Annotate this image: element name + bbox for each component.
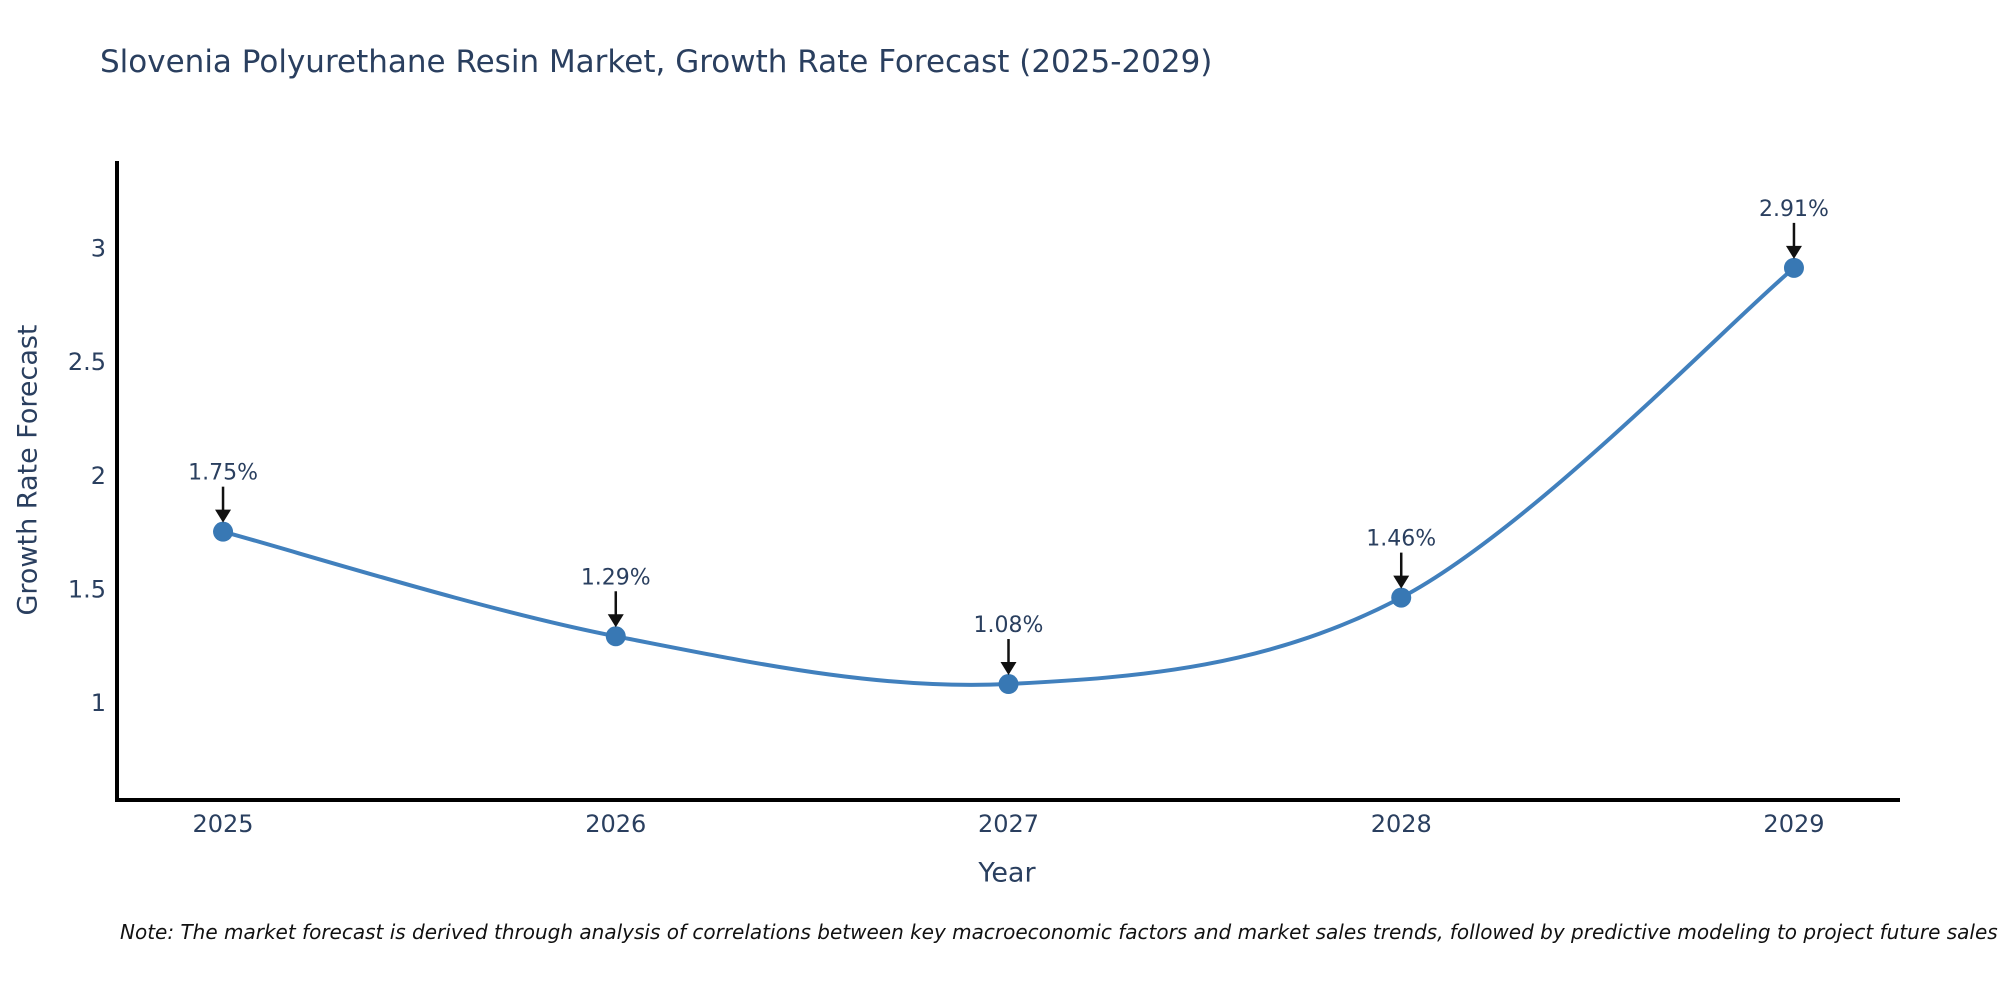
data-point-label: 1.46% <box>1366 527 1436 552</box>
x-tick-label: 2026 <box>585 810 646 838</box>
y-tick-label: 3 <box>91 234 106 262</box>
data-point-marker <box>998 674 1019 695</box>
x-tick-label: 2029 <box>1763 810 1824 838</box>
y-tick-label: 2 <box>91 462 106 490</box>
footnote: Note: The market forecast is derived thr… <box>120 920 1998 944</box>
annotation-arrowhead <box>1000 662 1017 676</box>
data-point-marker <box>213 521 234 542</box>
data-point-marker <box>605 626 626 647</box>
data-point-label: 1.29% <box>581 565 651 590</box>
annotation-arrowhead <box>1785 245 1802 259</box>
x-tick-label: 2028 <box>1371 810 1432 838</box>
x-axis-title: Year <box>978 857 1036 889</box>
annotation-arrowhead <box>215 509 232 523</box>
y-tick-label: 1 <box>91 689 106 717</box>
x-tick-label: 2027 <box>978 810 1039 838</box>
data-point-marker <box>1783 257 1804 278</box>
chart-title: Slovenia Polyurethane Resin Market, Grow… <box>100 44 1213 80</box>
annotation-arrowhead <box>1393 575 1410 589</box>
data-point-marker <box>1391 587 1412 608</box>
series-layer: 1 1.5 2 2.5 3 2025 2026 2027 2028 2029 1.75% 1.29% 1… <box>68 197 1829 838</box>
axes <box>115 161 1900 802</box>
annotation-arrowhead <box>607 614 624 628</box>
x-tick-label: 2025 <box>192 810 253 838</box>
y-tick-label: 1.5 <box>68 576 106 604</box>
data-point-label: 1.75% <box>188 461 258 486</box>
data-point-label: 1.08% <box>974 613 1044 638</box>
data-point-label: 2.91% <box>1759 197 1829 222</box>
y-tick-label: 2.5 <box>68 348 106 376</box>
